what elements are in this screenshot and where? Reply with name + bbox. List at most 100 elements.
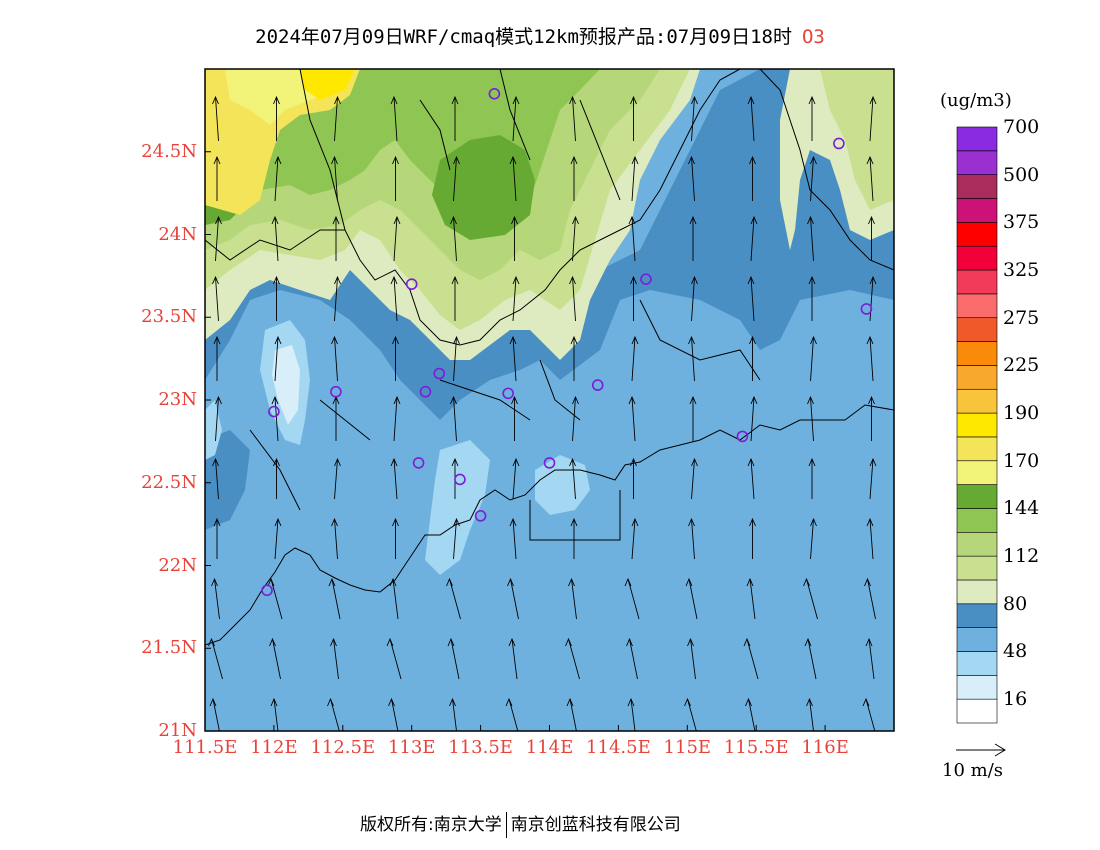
wind-arrow: [750, 215, 758, 262]
wind-arrow: [688, 517, 695, 560]
legend-swatch: [956, 174, 998, 199]
legend-swatch: [956, 269, 998, 295]
wind-arrow: [388, 697, 399, 731]
legend-swatch: [956, 603, 998, 628]
legend-swatch: [956, 484, 998, 509]
station-marker: [474, 510, 487, 522]
wind-arrow: [390, 457, 398, 500]
wind-arrow: [332, 215, 340, 261]
wind-arrow: [508, 637, 518, 680]
legend-label: 500: [1003, 163, 1040, 186]
wind-arrow: [446, 577, 461, 620]
wind-arrow: [804, 637, 817, 680]
wind-arrow: [810, 335, 817, 382]
wind-arrow: [691, 95, 698, 142]
wind-arrow: [512, 457, 520, 500]
wind-arrow: [328, 577, 341, 620]
wind-arrow: [451, 95, 459, 141]
wind-arrow: [450, 395, 457, 442]
wind-arrow: [869, 457, 877, 500]
wind-arrow: [864, 577, 876, 620]
wind-arrow: [392, 517, 399, 559]
station-marker: [833, 137, 845, 150]
wind-arrow: [569, 457, 576, 500]
wind-arrow: [212, 275, 219, 322]
station-marker: [261, 584, 273, 597]
wind-arrow: [807, 215, 814, 262]
lon-tick-label: 114.5E: [586, 737, 651, 758]
wind-arrow: [807, 395, 814, 442]
station-marker: [543, 457, 556, 469]
wind-arrow: [631, 335, 639, 382]
wind-arrow: [630, 457, 637, 499]
wind-arrow: [511, 395, 518, 441]
wind-arrow: [570, 517, 578, 559]
wind-arrow: [512, 275, 520, 322]
wind-arrow: [626, 637, 638, 680]
wind-arrow: [569, 95, 576, 142]
wind-arrow: [215, 395, 222, 442]
legend-label: 48: [1003, 640, 1028, 663]
wind-arrow: [810, 155, 817, 202]
station-marker: [330, 385, 342, 398]
reference-vector-label: 10 m/s: [942, 760, 1003, 781]
wind-arrow: [327, 697, 340, 731]
wind-arrow: [627, 697, 636, 731]
wind-arrow: [866, 335, 874, 382]
legend-swatch: [956, 651, 998, 676]
wind-arrow: [509, 155, 517, 202]
wind-arrow: [570, 335, 578, 381]
wind-arrow: [688, 335, 695, 382]
wind-arrow: [271, 395, 279, 442]
wind-arrow: [685, 577, 698, 620]
wind-arrow: [745, 697, 756, 731]
wind-arrow: [507, 577, 519, 620]
legend-label: 700: [1003, 116, 1040, 138]
lat-tick-label: 21.5N: [141, 637, 197, 659]
lon-tick-label: 116E: [801, 737, 849, 758]
wind-arrow: [803, 577, 818, 620]
field-low-small: [205, 400, 222, 460]
wind-arrow: [747, 457, 755, 500]
title-variable: O3: [801, 26, 825, 48]
wind-arrow: [269, 637, 281, 680]
wind-arrow: [447, 637, 460, 680]
station-marker: [454, 473, 466, 486]
legend-label: 325: [1003, 259, 1040, 282]
wind-arrow: [213, 517, 221, 559]
wind-arrow: [624, 577, 640, 620]
legend-label: 112: [1003, 545, 1040, 568]
ozone-field: [205, 69, 894, 731]
wind-arrow: [453, 335, 460, 382]
legend-swatch: [956, 698, 998, 724]
wind-arrow: [691, 457, 698, 500]
wind-arrow: [390, 275, 398, 322]
legend-label: 16: [1003, 688, 1028, 711]
wind-arrow: [869, 95, 877, 142]
station-marker: [419, 385, 432, 398]
station-marker: [736, 430, 749, 443]
lon-tick-label: 113.5E: [448, 737, 513, 758]
wind-arrow: [390, 95, 398, 142]
wind-arrow: [274, 335, 282, 382]
legend-swatch: [956, 412, 998, 438]
wind-arrow: [565, 637, 580, 680]
wind-arrow: [568, 577, 577, 620]
lat-tick-label: 23.5N: [141, 306, 197, 328]
legend-swatch: [956, 222, 998, 247]
coastline: [205, 404, 894, 646]
lon-tick-label: 115.5E: [723, 737, 789, 758]
wind-arrow: [450, 215, 457, 262]
copyright-org2: 南京创蓝科技有限公司: [510, 815, 681, 835]
copyright-separator: [505, 812, 507, 838]
station-marker: [502, 387, 514, 400]
legend-swatch: [956, 388, 998, 414]
wind-arrow: [869, 275, 877, 322]
wind-arrow: [631, 517, 639, 560]
wind-vectors: [208, 95, 877, 731]
lon-tick-label: 114E: [525, 737, 574, 758]
wind-arrow: [393, 215, 401, 262]
wind-arrow: [866, 517, 874, 560]
wind-arrow: [868, 395, 875, 441]
field-patch-190: [300, 69, 355, 100]
